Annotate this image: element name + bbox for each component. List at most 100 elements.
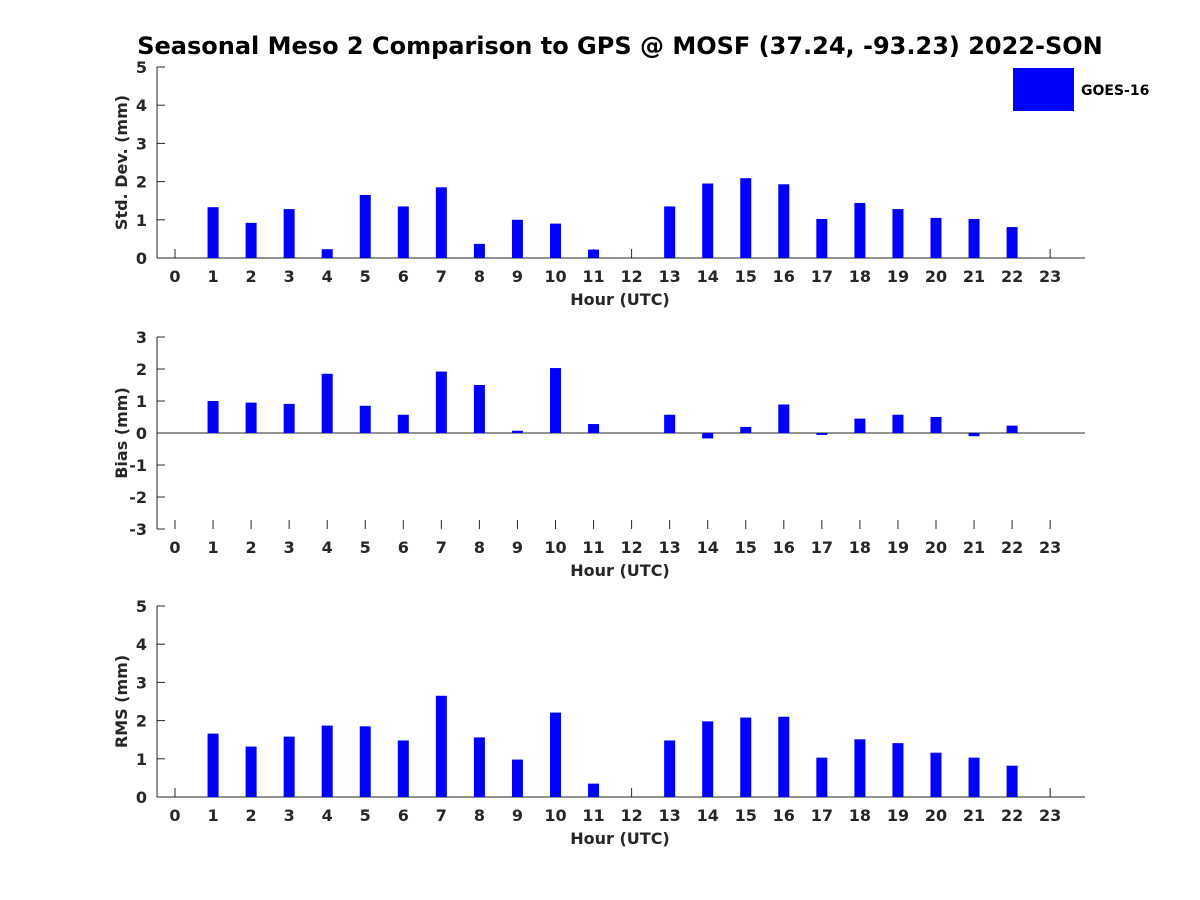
bar-std-dev-hour-5 [359,194,371,258]
bar-rms-hour-8 [473,737,485,797]
bar-rms-hour-21 [968,757,980,797]
x-tick-label-rms: 18 [849,806,871,825]
bar-std-dev-hour-17 [816,219,828,258]
x-tick-label-rms: 17 [811,806,833,825]
bar-rms-hour-10 [550,712,561,797]
y-tick-label-bias: -3 [129,520,147,539]
x-tick-label-bias: 4 [322,538,333,557]
bar-bias-hour-11 [588,424,600,433]
y-tick-label-std-dev: 4 [136,96,147,115]
x-tick-label-rms: 16 [773,806,795,825]
y-tick-label-bias: 2 [136,360,147,379]
bar-std-dev-hour-4 [321,249,333,258]
y-tick-label-rms: 1 [136,750,147,769]
x-tick-label-rms: 14 [697,806,719,825]
x-tick-label-rms: 7 [436,806,447,825]
chart-title: Seasonal Meso 2 Comparison to GPS @ MOSF… [137,32,1103,60]
bar-std-dev-hour-13 [664,206,676,258]
x-tick-label-bias: 21 [963,538,985,557]
bar-std-dev-hour-2 [245,222,257,258]
ylabel-std-dev: Std. Dev. (mm) [112,95,131,230]
bar-bias-hour-7 [435,371,447,433]
x-tick-label-std-dev: 7 [436,267,447,286]
legend: GOES-16 [1013,68,1149,111]
x-tick-label-bias: 19 [887,538,909,557]
x-tick-label-rms: 0 [169,806,180,825]
x-tick-label-std-dev: 8 [474,267,485,286]
y-tick-label-std-dev: 1 [136,211,147,230]
bar-bias-hour-6 [397,414,409,433]
bar-std-dev-hour-10 [550,223,561,258]
x-tick-label-rms: 20 [925,806,947,825]
x-tick-label-rms: 13 [659,806,681,825]
bar-rms-hour-5 [359,726,371,797]
bar-bias-hour-19 [892,414,904,433]
y-tick-label-bias: -2 [129,488,147,507]
x-tick-label-bias: 23 [1039,538,1061,557]
y-tick-label-rms: 4 [136,635,147,654]
x-tick-label-rms: 2 [246,806,257,825]
bar-std-dev-hour-19 [892,209,904,258]
x-tick-label-std-dev: 5 [360,267,371,286]
bar-std-dev-hour-16 [778,184,790,258]
bar-bias-hour-14 [702,433,714,439]
legend-label: GOES-16 [1081,83,1149,99]
x-tick-label-bias: 13 [659,538,681,557]
x-tick-label-bias: 18 [849,538,871,557]
x-tick-label-bias: 3 [284,538,295,557]
bar-std-dev-hour-7 [435,187,447,258]
bar-bias-hour-20 [930,417,942,433]
bar-rms-hour-20 [930,752,942,797]
bar-bias-hour-22 [1006,425,1018,433]
x-tick-label-std-dev: 15 [735,267,757,286]
x-tick-label-bias: 6 [398,538,409,557]
ylabel-bias: Bias (mm) [112,387,131,479]
x-tick-label-bias: 20 [925,538,947,557]
x-tick-label-std-dev: 21 [963,267,985,286]
bar-std-dev-hour-3 [283,209,295,258]
x-tick-label-rms: 3 [284,806,295,825]
y-tick-label-bias: 1 [136,392,147,411]
x-tick-label-bias: 12 [620,538,642,557]
x-tick-label-std-dev: 0 [169,267,180,286]
bar-rms-hour-22 [1006,765,1018,797]
bar-rms-hour-16 [778,716,790,797]
bar-std-dev-hour-6 [397,206,409,258]
bar-rms-hour-7 [435,695,447,797]
bar-bias-hour-18 [854,418,866,433]
bar-rms-hour-4 [321,725,333,797]
bar-rms-hour-14 [702,721,714,797]
bar-std-dev-hour-20 [930,217,942,258]
x-tick-label-std-dev: 17 [811,267,833,286]
bar-rms-hour-9 [511,759,523,797]
x-tick-label-std-dev: 14 [697,267,719,286]
x-tick-label-bias: 17 [811,538,833,557]
bar-std-dev-hour-14 [702,183,714,258]
ylabel-rms: RMS (mm) [112,655,131,748]
bar-rms-hour-11 [588,783,600,797]
bar-std-dev-hour-21 [968,219,980,258]
xlabel-rms: Hour (UTC) [570,829,670,848]
x-tick-label-rms: 5 [360,806,371,825]
x-tick-label-std-dev: 23 [1039,267,1061,286]
x-tick-label-rms: 10 [544,806,566,825]
bar-rms-hour-17 [816,757,828,797]
bar-bias-hour-15 [740,426,752,433]
y-tick-label-std-dev: 0 [136,249,147,268]
bar-rms-hour-1 [207,733,219,797]
bar-std-dev-hour-9 [511,219,523,258]
x-tick-label-std-dev: 9 [512,267,523,286]
y-tick-label-rms: 3 [136,673,147,692]
x-tick-label-std-dev: 3 [284,267,295,286]
x-tick-label-rms: 1 [207,806,218,825]
bar-bias-hour-4 [321,373,333,433]
y-tick-label-std-dev: 5 [136,58,147,77]
bar-bias-hour-17 [816,433,828,435]
x-tick-label-std-dev: 16 [773,267,795,286]
x-tick-label-std-dev: 18 [849,267,871,286]
x-tick-label-bias: 0 [169,538,180,557]
x-tick-label-bias: 5 [360,538,371,557]
